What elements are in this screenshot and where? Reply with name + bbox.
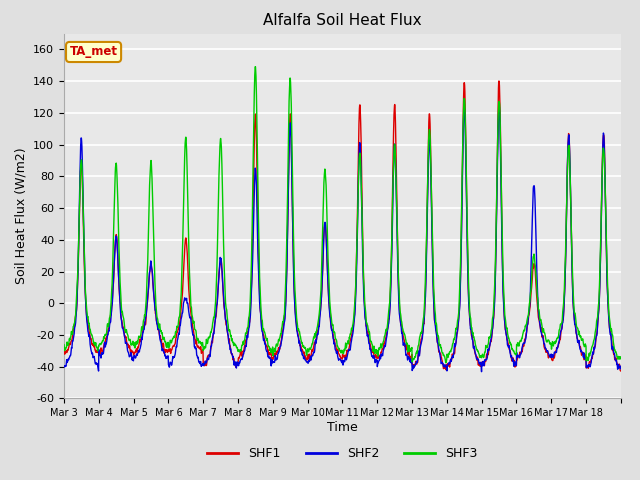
Legend: SHF1, SHF2, SHF3: SHF1, SHF2, SHF3	[202, 442, 483, 465]
Y-axis label: Soil Heat Flux (W/m2): Soil Heat Flux (W/m2)	[15, 148, 28, 284]
Title: Alfalfa Soil Heat Flux: Alfalfa Soil Heat Flux	[263, 13, 422, 28]
Text: TA_met: TA_met	[70, 46, 118, 59]
X-axis label: Time: Time	[327, 421, 358, 434]
